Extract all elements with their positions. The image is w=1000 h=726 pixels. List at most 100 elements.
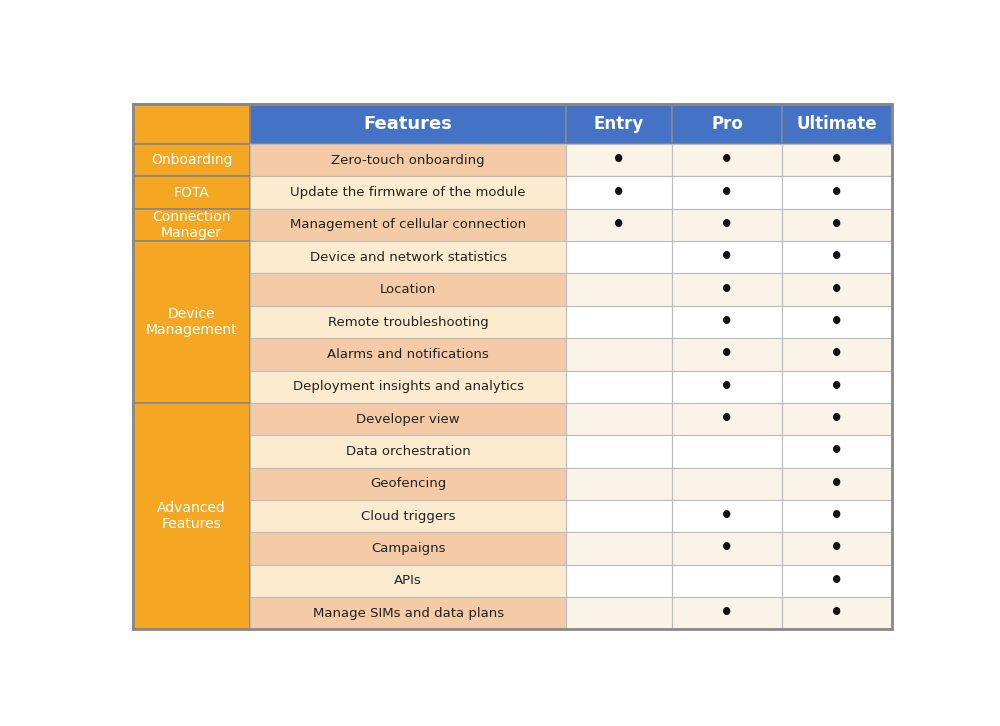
- Bar: [782, 306, 892, 338]
- Bar: [672, 532, 782, 565]
- Text: Ultimate: Ultimate: [797, 115, 877, 133]
- Text: Device and network statistics: Device and network statistics: [310, 250, 507, 264]
- Bar: [672, 209, 782, 241]
- Text: Location: Location: [380, 283, 436, 296]
- Text: Zero-touch onboarding: Zero-touch onboarding: [331, 154, 485, 167]
- Bar: [250, 597, 566, 629]
- Bar: [250, 532, 566, 565]
- Bar: [250, 176, 566, 209]
- Text: •: •: [830, 409, 844, 429]
- Bar: [250, 468, 566, 500]
- Text: Advanced
Features: Advanced Features: [157, 501, 226, 531]
- Bar: [672, 104, 782, 144]
- Bar: [566, 306, 672, 338]
- Bar: [566, 274, 672, 306]
- Bar: [566, 532, 672, 565]
- Text: •: •: [720, 409, 734, 429]
- Text: Manage SIMs and data plans: Manage SIMs and data plans: [313, 607, 504, 620]
- Bar: [250, 306, 566, 338]
- Bar: [133, 144, 250, 176]
- Bar: [133, 209, 250, 241]
- Bar: [250, 338, 566, 370]
- Text: Device
Management: Device Management: [146, 307, 237, 337]
- Text: •: •: [720, 248, 734, 267]
- Bar: [566, 209, 672, 241]
- Bar: [250, 370, 566, 403]
- Bar: [782, 436, 892, 468]
- Bar: [566, 144, 672, 176]
- Bar: [566, 597, 672, 629]
- Text: FOTA: FOTA: [174, 186, 209, 200]
- Text: •: •: [830, 215, 844, 235]
- Text: Features: Features: [364, 115, 453, 133]
- Text: •: •: [720, 312, 734, 332]
- Bar: [566, 176, 672, 209]
- Bar: [782, 104, 892, 144]
- Bar: [566, 241, 672, 274]
- Text: •: •: [612, 182, 626, 203]
- Bar: [672, 597, 782, 629]
- Bar: [672, 468, 782, 500]
- Bar: [250, 436, 566, 468]
- Text: Campaigns: Campaigns: [371, 542, 445, 555]
- Bar: [250, 241, 566, 274]
- Bar: [782, 370, 892, 403]
- Bar: [782, 144, 892, 176]
- Bar: [782, 274, 892, 306]
- Text: •: •: [830, 182, 844, 203]
- Text: •: •: [830, 474, 844, 494]
- Text: •: •: [720, 280, 734, 300]
- Bar: [782, 532, 892, 565]
- Bar: [250, 209, 566, 241]
- Bar: [133, 104, 250, 144]
- Bar: [250, 144, 566, 176]
- Bar: [250, 403, 566, 436]
- Text: •: •: [720, 539, 734, 558]
- Text: •: •: [612, 150, 626, 170]
- Text: •: •: [830, 344, 844, 364]
- Bar: [782, 209, 892, 241]
- Bar: [133, 176, 250, 209]
- Text: •: •: [720, 182, 734, 203]
- Bar: [672, 274, 782, 306]
- Bar: [566, 436, 672, 468]
- Text: Entry: Entry: [594, 115, 644, 133]
- Text: •: •: [720, 150, 734, 170]
- Text: Management of cellular connection: Management of cellular connection: [290, 219, 526, 232]
- Bar: [566, 403, 672, 436]
- Text: Data orchestration: Data orchestration: [346, 445, 470, 458]
- Text: Deployment insights and analytics: Deployment insights and analytics: [293, 380, 524, 393]
- Bar: [566, 104, 672, 144]
- Bar: [250, 500, 566, 532]
- Bar: [566, 500, 672, 532]
- Bar: [566, 370, 672, 403]
- Bar: [250, 565, 566, 597]
- Bar: [672, 436, 782, 468]
- Text: •: •: [830, 150, 844, 170]
- Bar: [250, 104, 566, 144]
- Text: •: •: [830, 312, 844, 332]
- Text: Update the firmware of the module: Update the firmware of the module: [290, 186, 526, 199]
- Text: Connection
Manager: Connection Manager: [152, 210, 231, 240]
- Bar: [566, 468, 672, 500]
- Bar: [566, 565, 672, 597]
- Text: Alarms and notifications: Alarms and notifications: [327, 348, 489, 361]
- Bar: [782, 338, 892, 370]
- Text: •: •: [830, 506, 844, 526]
- Bar: [782, 468, 892, 500]
- Text: •: •: [830, 571, 844, 591]
- Bar: [782, 597, 892, 629]
- Bar: [672, 144, 782, 176]
- Bar: [133, 403, 250, 629]
- Bar: [782, 176, 892, 209]
- Bar: [672, 338, 782, 370]
- Text: Geofencing: Geofencing: [370, 477, 446, 490]
- Text: •: •: [720, 603, 734, 623]
- Text: •: •: [720, 506, 734, 526]
- Text: Cloud triggers: Cloud triggers: [361, 510, 455, 523]
- Bar: [566, 338, 672, 370]
- Text: Developer view: Developer view: [356, 412, 460, 425]
- Bar: [782, 565, 892, 597]
- Bar: [672, 370, 782, 403]
- Text: •: •: [830, 441, 844, 462]
